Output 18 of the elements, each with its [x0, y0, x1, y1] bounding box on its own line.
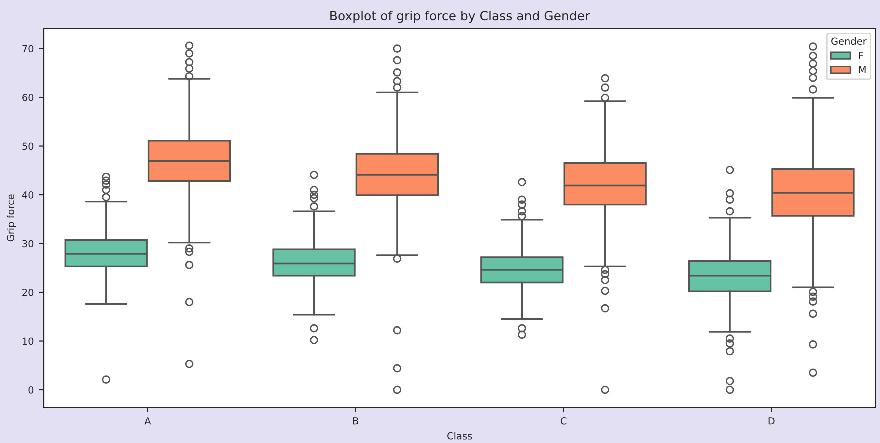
y-tick-label: 40 [22, 192, 34, 199]
x-tick-label: C [560, 417, 567, 425]
y-tick-label: 50 [22, 142, 34, 150]
x-axis-title: Class [448, 432, 472, 440]
legend-label: M [859, 66, 866, 74]
legend-label: F [859, 52, 864, 60]
y-axis-title: Grip force [6, 194, 16, 242]
x-tick-label: B [353, 418, 358, 425]
legend-title: Gender [832, 38, 867, 46]
y-tick-label: 10 [22, 338, 34, 346]
x-tick-label: A [144, 418, 152, 425]
y-tick-label: 0 [28, 386, 34, 394]
x-tick-label: D [768, 418, 775, 425]
y-tick-label: 30 [22, 240, 34, 248]
y-tick-label: 70 [22, 45, 34, 53]
chart-title: Boxplot of grip force by Class and Gender [330, 10, 590, 24]
y-tick-label: 60 [22, 94, 34, 102]
y-tick-label: 20 [22, 288, 34, 296]
